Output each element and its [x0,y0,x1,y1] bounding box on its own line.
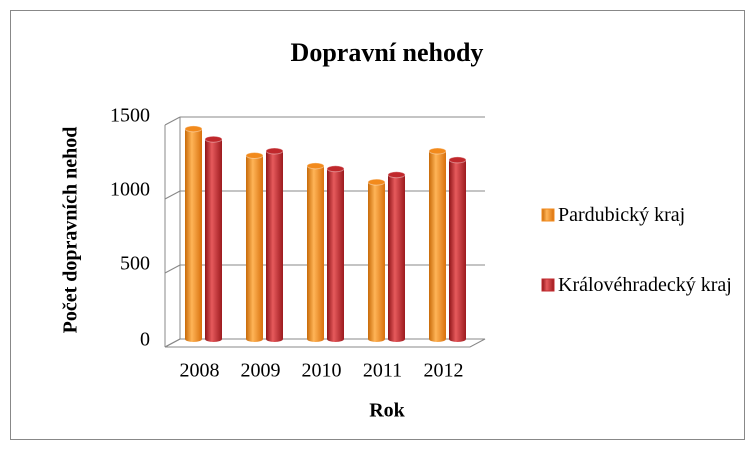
bar-top [204,135,223,143]
bar-base [246,336,263,342]
bar [449,159,466,339]
bar-top [428,147,447,155]
bar [185,128,202,339]
grid-depth [164,264,181,274]
bar-top [326,165,345,173]
legend-marker [541,278,555,292]
bar-top [387,171,406,179]
legend-label: Královéhradecký kraj [558,274,732,296]
bar [266,151,283,339]
bar [429,151,446,339]
bar-base [205,336,222,342]
bar [205,139,222,339]
grid-depth [164,338,181,348]
bar [246,155,263,339]
bar [307,165,324,339]
bar-top [184,125,203,133]
bar-top [367,178,386,186]
bar-top [306,162,325,170]
bar-base [368,336,385,342]
bar [388,174,405,339]
bar-base [185,336,202,342]
grid-depth [164,116,181,126]
bar-top [265,147,284,155]
x-tick-label: 2009 [241,360,281,382]
x-tick-label: 2011 [363,360,402,382]
bar [368,182,385,339]
bar [327,168,344,339]
chart-title: Dopravní nehody [291,38,484,67]
x-tick-label: 2012 [424,360,464,382]
bar-top [448,156,467,164]
bar-base [449,336,466,342]
y-tick-label: 1000 [110,179,150,201]
x-axis-label: Rok [369,400,405,422]
x-tick-label: 2010 [302,360,342,382]
bar-base [429,336,446,342]
grid-depth [164,190,181,200]
legend-marker [541,208,555,222]
bar-base [388,336,405,342]
y-axis-label: Počet dopravních nehod [60,127,82,334]
legend-label: Pardubický kraj [558,204,686,226]
bar-base [327,336,344,342]
y-tick-label: 500 [120,253,150,275]
x-tick-label: 2008 [180,360,220,382]
y-tick-label: 0 [140,329,150,351]
bar-top [245,151,264,159]
y-tick-label: 1500 [110,105,150,127]
bar-base [307,336,324,342]
bar-base [266,336,283,342]
